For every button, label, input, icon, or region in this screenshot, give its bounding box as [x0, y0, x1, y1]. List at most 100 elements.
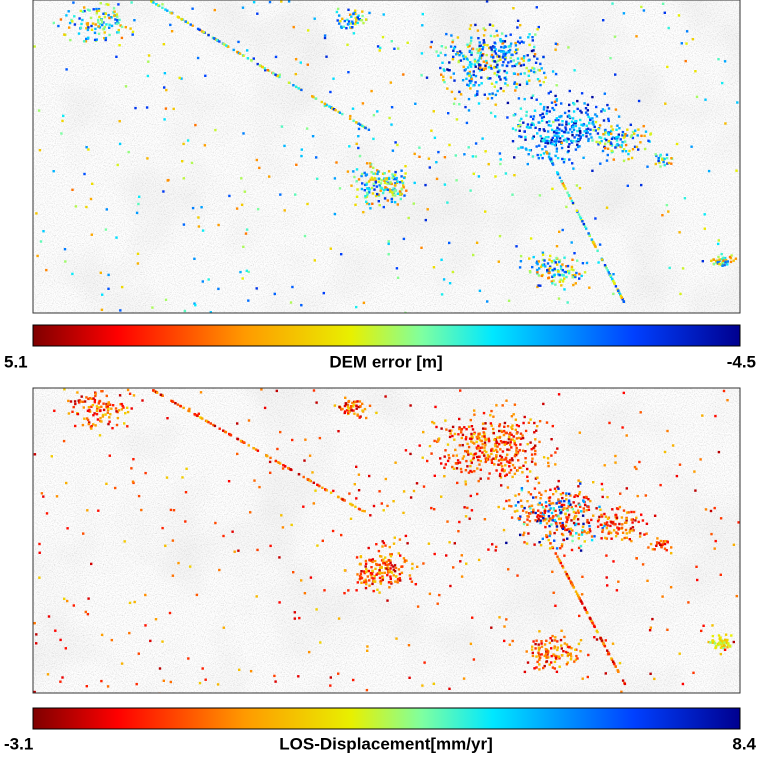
ps-point: [386, 564, 388, 566]
ps-point: [495, 546, 497, 548]
ps-point: [328, 105, 330, 107]
ps-point: [727, 642, 729, 644]
ps-point: [587, 654, 589, 656]
ps-point: [546, 140, 548, 142]
ps-point: [461, 554, 463, 556]
ps-point: [443, 278, 445, 280]
ps-point: [572, 508, 574, 510]
ps-point: [564, 126, 566, 128]
ps-point: [475, 66, 477, 68]
figure: 5.1 DEM error [m] -4.5 -3.1 LOS-Displace…: [0, 0, 760, 753]
ps-point: [511, 65, 513, 67]
ps-point: [480, 478, 482, 480]
ps-point: [504, 46, 506, 48]
ps-point: [115, 410, 117, 412]
ps-point: [626, 129, 628, 131]
ps-point: [684, 197, 686, 199]
ps-point: [359, 155, 361, 157]
ps-point: [499, 38, 501, 40]
ps-point: [101, 21, 103, 23]
ps-point: [496, 451, 498, 453]
ps-point: [558, 393, 560, 395]
ps-point: [498, 425, 500, 427]
ps-point: [161, 7, 163, 9]
ps-point: [69, 39, 71, 41]
ps-point: [529, 512, 531, 514]
ps-point: [650, 627, 652, 629]
ps-point: [380, 182, 382, 184]
ps-point: [181, 160, 183, 162]
ps-point: [529, 126, 531, 128]
ps-point: [219, 428, 221, 430]
ps-point: [210, 422, 212, 424]
ps-point: [375, 574, 377, 576]
ps-point: [214, 522, 216, 524]
ps-point: [613, 523, 615, 525]
ps-point: [530, 116, 532, 118]
ps-point: [532, 39, 534, 41]
ps-point: [508, 51, 510, 53]
ps-point: [597, 526, 599, 528]
ps-point: [603, 513, 605, 515]
ps-point: [90, 25, 92, 27]
ps-point: [71, 189, 73, 191]
ps-point: [359, 405, 361, 407]
ps-point: [657, 160, 659, 162]
colorbar: [33, 708, 740, 729]
ps-point: [258, 486, 260, 488]
ps-point: [579, 119, 581, 121]
ps-point: [151, 306, 153, 308]
ps-point: [85, 146, 87, 148]
ps-point: [361, 125, 363, 127]
ps-point: [513, 413, 515, 415]
ps-point: [484, 422, 486, 424]
ps-point: [558, 559, 560, 561]
ps-point: [524, 457, 526, 459]
ps-point: [404, 165, 406, 167]
ps-point: [367, 187, 369, 189]
ps-point: [59, 681, 61, 683]
ps-point: [626, 434, 628, 436]
ps-point: [113, 11, 115, 13]
ps-point: [444, 54, 446, 56]
ps-point: [160, 394, 162, 396]
ps-point: [420, 247, 422, 249]
ps-point: [567, 575, 569, 577]
ps-point: [307, 478, 309, 480]
ps-point: [554, 510, 556, 512]
ps-point: [569, 90, 571, 92]
ps-point: [495, 48, 497, 50]
ps-point: [488, 472, 490, 474]
ps-point: [87, 410, 89, 412]
ps-point: [115, 407, 117, 409]
ps-point: [545, 501, 547, 503]
ps-point: [514, 473, 516, 475]
ps-point: [692, 38, 694, 40]
ps-point: [489, 24, 491, 26]
ps-point: [604, 264, 606, 266]
ps-point: [536, 99, 538, 101]
ps-point: [348, 400, 350, 402]
ps-point: [473, 414, 475, 416]
ps-point: [519, 443, 521, 445]
ps-point: [369, 162, 371, 164]
ps-point: [359, 124, 361, 126]
ps-point: [640, 135, 642, 137]
ps-point: [610, 133, 612, 135]
ps-point: [297, 675, 299, 677]
ps-point: [534, 450, 536, 452]
ps-point: [568, 110, 570, 112]
ps-point: [547, 465, 549, 467]
ps-point: [554, 605, 556, 607]
ps-point: [565, 525, 567, 527]
ps-point: [108, 24, 110, 26]
ps-point: [579, 491, 581, 493]
ps-point: [266, 455, 268, 457]
ps-point: [524, 98, 526, 100]
ps-point: [522, 450, 524, 452]
ps-point: [326, 489, 328, 491]
ps-point: [479, 57, 481, 59]
ps-point: [334, 109, 336, 111]
ps-point: [399, 538, 401, 540]
ps-point: [503, 529, 505, 531]
